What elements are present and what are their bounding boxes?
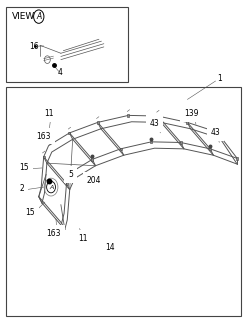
- Bar: [236, 157, 238, 160]
- Bar: [6, 7, 128, 82]
- Text: 163: 163: [46, 229, 61, 238]
- Text: 163: 163: [36, 132, 51, 140]
- Bar: [186, 121, 188, 124]
- Text: 15: 15: [19, 164, 29, 172]
- Text: 43: 43: [211, 128, 221, 137]
- Bar: [180, 141, 182, 144]
- Text: 15: 15: [25, 208, 35, 217]
- Text: 43: 43: [149, 119, 159, 128]
- Bar: [209, 148, 211, 150]
- Bar: [68, 132, 70, 134]
- Text: 204: 204: [87, 176, 101, 185]
- Bar: [65, 182, 67, 185]
- Bar: [127, 114, 129, 117]
- Bar: [157, 115, 159, 117]
- Text: 5: 5: [68, 170, 73, 179]
- Bar: [216, 131, 218, 133]
- Text: 2: 2: [19, 184, 24, 193]
- Text: 139: 139: [184, 109, 198, 118]
- Bar: [91, 158, 93, 161]
- Bar: [97, 121, 99, 124]
- Bar: [120, 148, 122, 150]
- Bar: [6, 87, 241, 316]
- Text: VIEW: VIEW: [12, 12, 35, 21]
- Text: 14: 14: [105, 243, 115, 252]
- Text: 4: 4: [57, 68, 62, 77]
- Text: 11: 11: [78, 234, 88, 243]
- Text: A: A: [36, 12, 41, 21]
- Bar: [150, 140, 152, 143]
- Text: 11: 11: [44, 109, 53, 118]
- Text: 1: 1: [217, 74, 222, 83]
- Bar: [43, 156, 45, 158]
- Text: A: A: [49, 185, 53, 189]
- Text: 16: 16: [29, 42, 39, 52]
